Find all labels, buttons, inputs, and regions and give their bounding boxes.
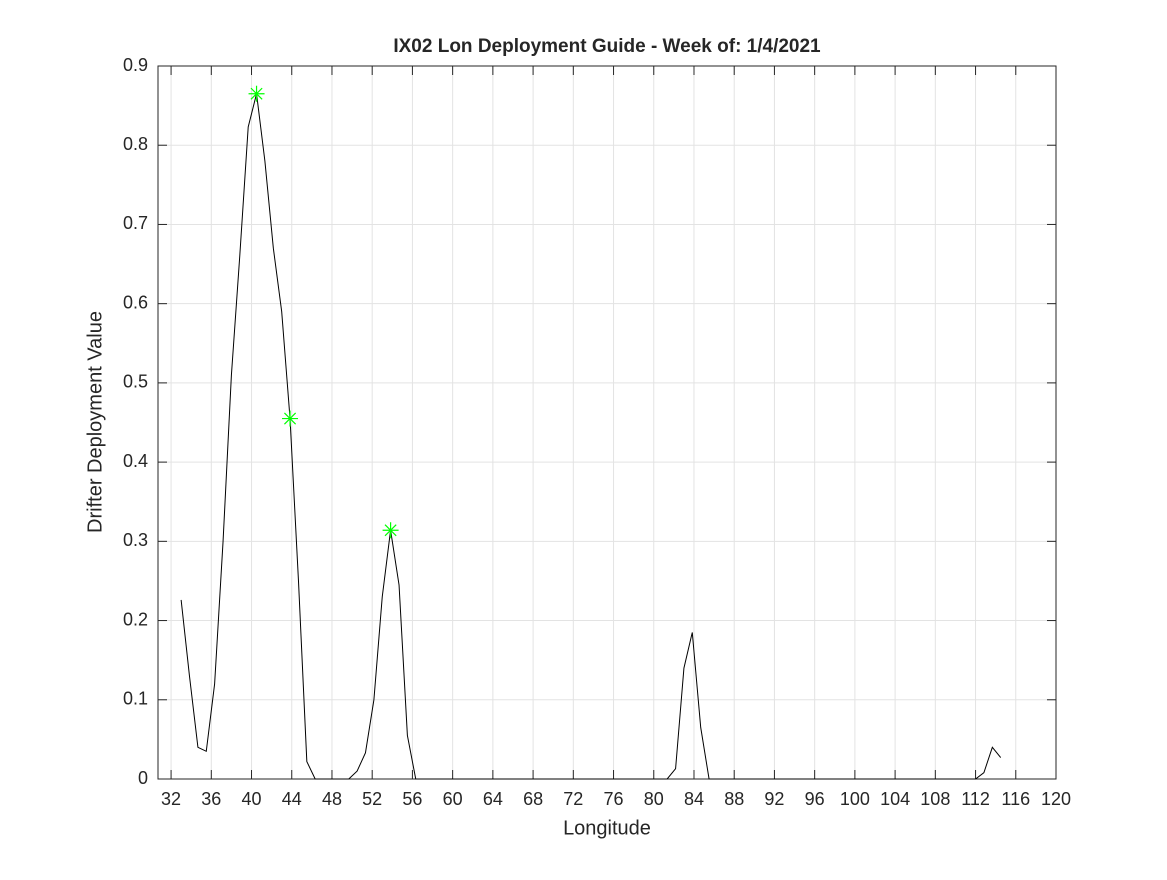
x-tick-label: 80 — [644, 789, 664, 809]
star-stroke — [384, 524, 397, 537]
x-tick-label: 100 — [840, 789, 870, 809]
y-tick-label: 0.4 — [123, 451, 148, 471]
x-tick-label: 116 — [1001, 789, 1030, 809]
y-tick-label: 0 — [138, 768, 148, 788]
x-tick-label: 72 — [563, 789, 583, 809]
x-tick-label: 48 — [322, 789, 342, 809]
x-tick-label: 56 — [402, 789, 422, 809]
y-tick-label: 0.5 — [123, 372, 148, 392]
x-tick-label: 92 — [764, 789, 784, 809]
y-tick-label: 0.8 — [123, 134, 148, 154]
y-tick-label: 0.2 — [123, 609, 148, 629]
x-tick-label: 36 — [201, 789, 221, 809]
x-tick-label: 76 — [604, 789, 624, 809]
star-marker — [248, 85, 265, 102]
x-tick-label: 44 — [282, 789, 302, 809]
star-stroke — [250, 87, 263, 100]
data-line — [180, 93, 1002, 780]
x-tick-label: 88 — [724, 789, 744, 809]
star-stroke — [284, 412, 297, 425]
x-tick-label: 60 — [443, 789, 463, 809]
x-tick-label: 96 — [805, 789, 825, 809]
x-tick-label: 52 — [362, 789, 382, 809]
x-tick-label: 112 — [961, 789, 990, 809]
y-tick-label: 0.9 — [123, 55, 148, 75]
y-axis-label: Drifter Deployment Value — [84, 311, 106, 533]
y-tick-label: 0.1 — [123, 689, 148, 709]
y-tick-label: 0.6 — [123, 292, 148, 312]
star-marker — [382, 522, 399, 539]
x-tick-label: 104 — [880, 789, 910, 809]
x-axis-label: Longitude — [563, 817, 651, 839]
x-tick-label: 120 — [1041, 789, 1071, 809]
y-tick-label: 0.3 — [123, 530, 148, 550]
x-tick-label: 108 — [920, 789, 950, 809]
x-tick-label: 40 — [242, 789, 262, 809]
x-tick-label: 84 — [684, 789, 704, 809]
x-tick-label: 68 — [523, 789, 543, 809]
star-marker — [282, 410, 299, 427]
chart-title: IX02 Lon Deployment Guide - Week of: 1/4… — [393, 36, 821, 57]
y-tick-label: 0.7 — [123, 213, 148, 233]
x-tick-label: 32 — [161, 789, 181, 809]
x-tick-label: 64 — [483, 789, 503, 809]
